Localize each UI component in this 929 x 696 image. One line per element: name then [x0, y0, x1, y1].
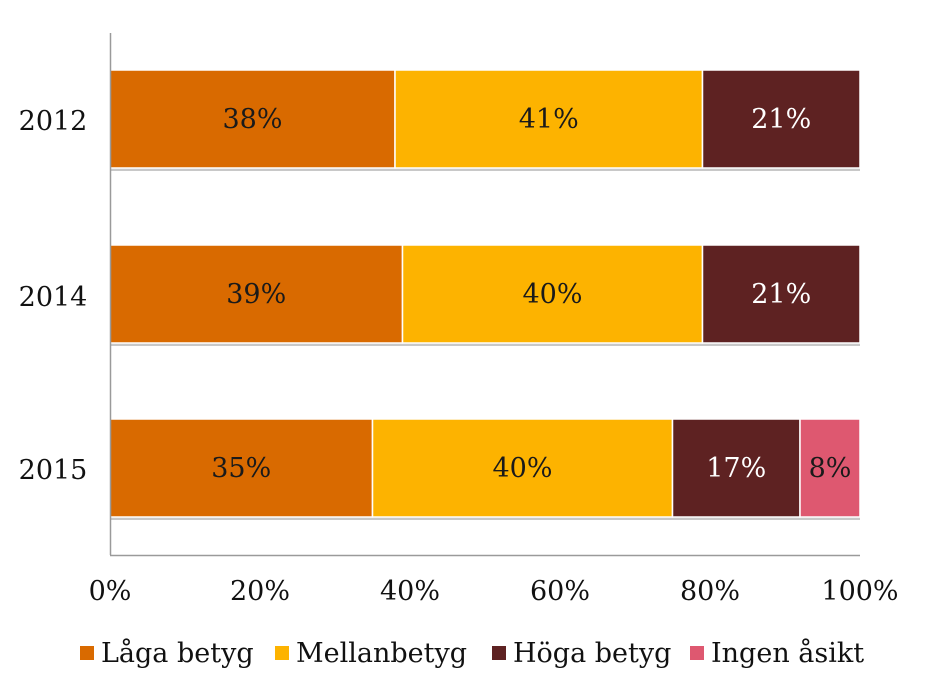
x-tick-labels: 0% 20% 40% 60% 80% 100%: [89, 576, 899, 607]
bar-value-labels: 38% 41% 21% 39% 40% 21% 35% 40% 17% 8%: [211, 104, 851, 484]
legend-label: Låga betyg: [101, 637, 254, 669]
legend-swatch: [275, 646, 289, 660]
category-label: 2014: [19, 282, 88, 313]
legend-swatch: [492, 646, 506, 660]
legend-label: Mellanbetyg: [296, 637, 468, 669]
data-label: 40%: [522, 279, 582, 310]
data-label: 40%: [492, 453, 552, 484]
x-tick-label: 40%: [380, 576, 440, 607]
data-label: 8%: [809, 453, 852, 484]
legend-item: Ingen åsikt: [690, 628, 864, 678]
x-tick-label: 20%: [230, 576, 290, 607]
bar-segment: [671, 418, 801, 518]
data-label: 35%: [211, 453, 271, 484]
data-label: 41%: [519, 104, 579, 135]
bar-segment: [109, 69, 396, 169]
x-tick-label: 0%: [89, 576, 132, 607]
bar-shadows: [110, 168, 860, 520]
bar-shadow: [110, 517, 860, 520]
legend: Låga betyg Mellanbetyg Höga betyg Ingen åsi…: [0, 628, 929, 678]
bar-shadow: [110, 168, 860, 171]
data-label: 17%: [706, 453, 766, 484]
legend-swatch: [80, 646, 94, 660]
legend-swatch: [690, 646, 704, 660]
category-labels: 2012 2014 2015: [19, 106, 88, 486]
data-label: 21%: [751, 104, 811, 135]
category-label: 2012: [19, 106, 88, 137]
stacked-bar-chart: 38% 41% 21%39% 40% 21%35% 40% 17% 8% 2012201420…: [19, 33, 899, 607]
category-label: 2015: [19, 455, 88, 486]
bar-segment: [799, 418, 861, 518]
data-label: 39%: [226, 279, 286, 310]
data-label: 38%: [222, 104, 282, 135]
legend-item: Låga betyg: [80, 628, 254, 678]
bar-segment: [701, 244, 861, 344]
bars: [109, 69, 861, 518]
data-label: 21%: [751, 279, 811, 310]
bar-segment: [394, 69, 704, 169]
x-tick-label: 100%: [821, 576, 898, 607]
legend-label: Ingen åsikt: [711, 637, 865, 669]
bar-shadow: [110, 343, 860, 346]
legend-item: Höga betyg: [492, 628, 671, 678]
axes: [109, 33, 860, 557]
legend-label: Höga betyg: [513, 637, 672, 669]
x-tick-label: 80%: [680, 576, 740, 607]
legend-item: Mellanbetyg: [275, 628, 467, 678]
bar-segment: [701, 69, 861, 169]
x-tick-label: 60%: [530, 576, 590, 607]
bar-segment: [371, 418, 674, 518]
